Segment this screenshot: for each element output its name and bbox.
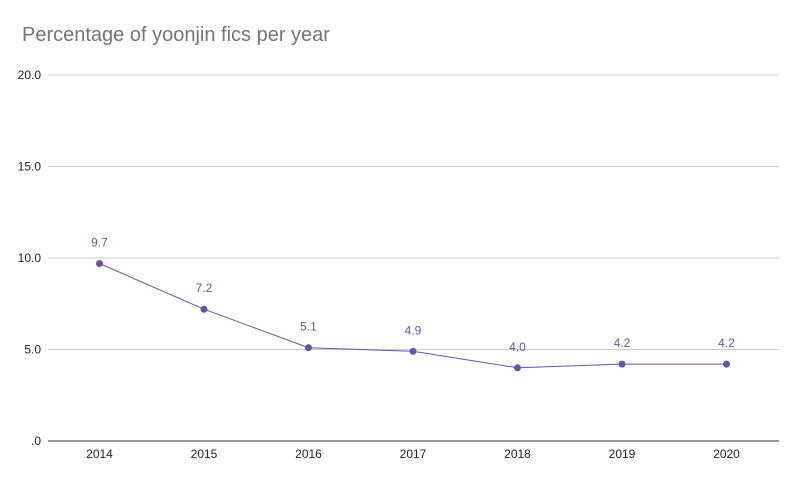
data-label: 5.1 (300, 320, 317, 334)
data-label: 9.7 (91, 235, 108, 249)
x-tick-label: 2015 (191, 447, 218, 461)
data-point (618, 360, 626, 368)
y-tick-label: 20.0 (18, 68, 42, 82)
x-axis-tick-labels: 2014 2015 2016 2017 2018 2019 2020 (86, 447, 740, 461)
x-tick-label: 2017 (400, 447, 427, 461)
data-labels: 9.7 7.2 5.1 4.9 4.0 4.2 4.2 (91, 235, 735, 353)
chart-title: Percentage of yoonjin fics per year (22, 24, 330, 46)
data-point (409, 347, 417, 355)
y-tick-label: 15.0 (18, 160, 42, 174)
y-axis-tick-labels: .0 5.0 10.0 15.0 20.0 (18, 68, 42, 448)
y-tick-label: 5.0 (24, 343, 41, 357)
data-point (305, 344, 312, 352)
x-tick-label: 2018 (504, 447, 531, 461)
data-point (200, 305, 208, 313)
data-point (96, 259, 103, 267)
data-point (723, 360, 730, 368)
y-tick-label: .0 (31, 434, 41, 448)
series-layer (96, 259, 730, 372)
data-label: 7.2 (196, 281, 213, 295)
data-label: 4.9 (405, 323, 422, 337)
x-tick-label: 2014 (86, 447, 113, 461)
x-tick-label: 2020 (713, 447, 740, 461)
x-tick-label: 2016 (295, 447, 322, 461)
data-label: 4.0 (509, 340, 526, 354)
data-point (514, 364, 521, 372)
data-label: 4.2 (614, 336, 631, 350)
gridlines (48, 74, 779, 350)
data-label: 4.2 (718, 336, 735, 350)
y-tick-label: 10.0 (18, 251, 42, 265)
x-tick-label: 2019 (609, 447, 636, 461)
